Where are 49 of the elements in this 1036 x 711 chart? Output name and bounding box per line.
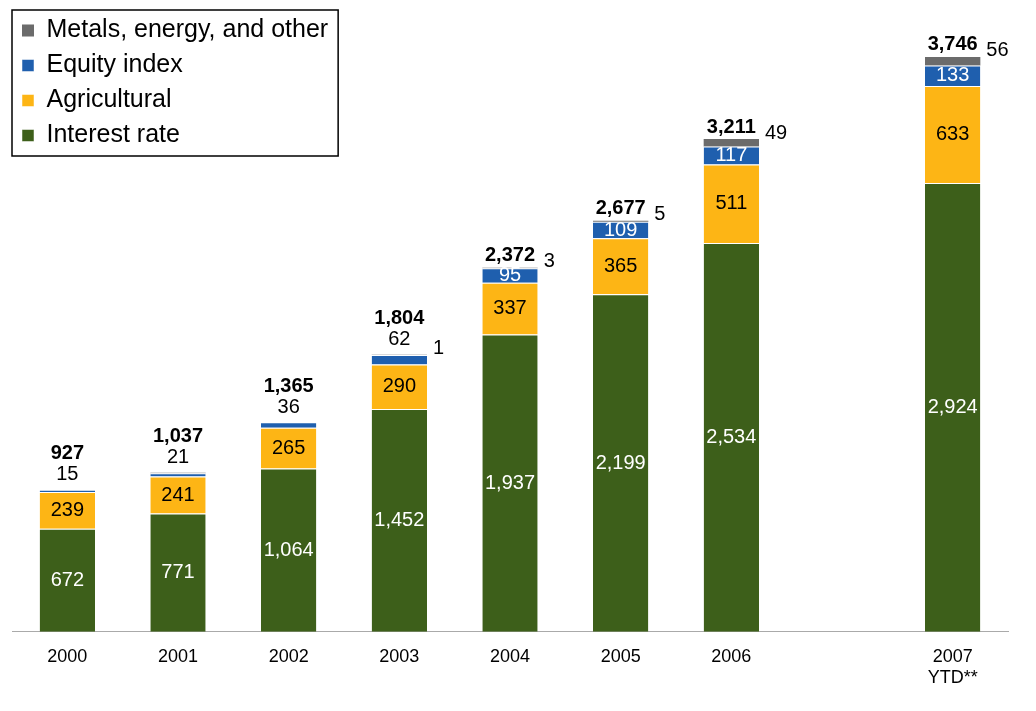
data-label: 62: [388, 327, 411, 350]
total-label: 1,804: [374, 306, 426, 329]
total-label: 1,365: [263, 373, 314, 396]
total-label: 2,372: [484, 243, 536, 266]
data-label: 5: [654, 202, 666, 225]
data-label: 2,199: [595, 450, 646, 473]
data-label: 109: [603, 217, 638, 240]
data-label: 633: [935, 122, 970, 145]
data-label: 95: [498, 263, 522, 286]
data-label: 265: [271, 435, 306, 458]
total-label: 1,037: [152, 424, 204, 447]
data-label: 2,534: [706, 424, 757, 447]
data-label: 133: [935, 63, 970, 86]
data-label: 49: [765, 120, 788, 143]
data-label: 21: [166, 445, 190, 468]
legend-label: Interest rate: [46, 119, 180, 148]
x-tick-label: 2001: [157, 645, 199, 666]
data-label: 290: [382, 374, 417, 397]
data-label: 672: [50, 567, 85, 590]
x-tick-label: 2006: [711, 645, 752, 666]
data-label: 56: [986, 38, 1009, 61]
x-tick-label: 2000: [47, 645, 88, 666]
total-label: 3,746: [927, 32, 978, 55]
data-label: 1,452: [374, 507, 425, 530]
data-label: 511: [715, 191, 748, 214]
data-label: 241: [161, 482, 195, 505]
x-tick-label: 2007 YTD**: [927, 645, 978, 688]
data-label: 1: [433, 336, 445, 359]
x-tick-label: 2005: [600, 645, 641, 666]
data-label: 2,924: [927, 394, 978, 417]
x-tick-label: 2002: [268, 645, 309, 666]
legend-label: Metals, energy, and other: [46, 14, 329, 43]
data-label: 1,937: [484, 470, 536, 493]
data-label: 1,064: [263, 537, 314, 560]
legend-label: Agricultural: [46, 84, 172, 113]
data-label: 337: [493, 296, 527, 319]
data-label: 771: [161, 560, 195, 583]
data-label: 15: [56, 462, 79, 485]
total-label: 927: [50, 441, 85, 464]
data-label: 36: [277, 394, 300, 417]
data-label: 3: [543, 249, 555, 272]
x-tick-label: 2004: [489, 645, 531, 666]
total-label: 3,211: [706, 114, 756, 137]
x-tick-label: 2003: [379, 645, 420, 666]
data-label: 239: [50, 497, 85, 520]
data-label: 365: [603, 253, 638, 276]
total-label: 2,677: [595, 196, 646, 219]
data-label: 117: [715, 143, 748, 166]
legend-label: Equity index: [46, 49, 184, 78]
